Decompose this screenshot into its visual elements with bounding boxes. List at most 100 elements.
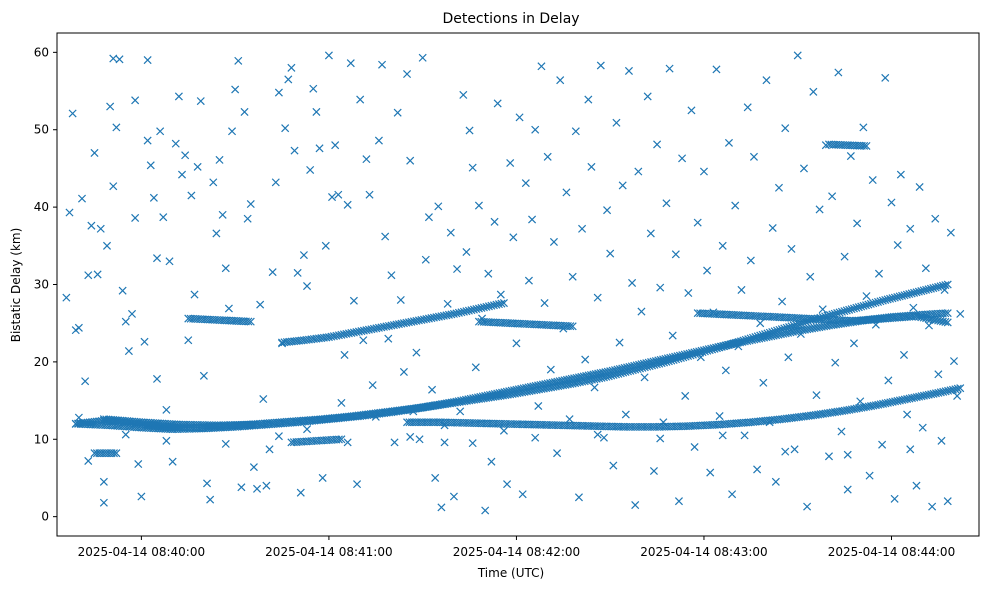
data-point — [457, 396, 466, 405]
data-point — [876, 297, 885, 306]
data-point — [399, 367, 408, 376]
data-point — [845, 305, 854, 314]
data-point — [566, 322, 575, 331]
data-point — [109, 449, 118, 458]
data-point — [187, 191, 196, 200]
data-point — [546, 365, 555, 374]
data-point — [483, 391, 492, 400]
data-point — [106, 102, 115, 111]
data-point — [506, 158, 515, 168]
data-point — [890, 293, 899, 302]
data-point — [860, 141, 869, 150]
data-point — [568, 322, 577, 331]
data-point — [649, 466, 658, 476]
data-point — [346, 59, 355, 68]
data-point — [936, 316, 945, 326]
data-point — [612, 118, 621, 127]
data-point — [365, 190, 374, 199]
data-point — [644, 358, 653, 367]
data-point — [924, 390, 933, 399]
data-point — [587, 162, 596, 171]
data-point — [711, 343, 721, 352]
data-point — [906, 224, 915, 233]
data-point — [343, 200, 352, 209]
data-point — [606, 249, 615, 258]
data-point — [934, 370, 943, 379]
data-point — [856, 397, 865, 406]
data-point — [874, 297, 883, 306]
data-point — [793, 51, 802, 60]
data-point — [809, 87, 818, 96]
data-point — [421, 255, 430, 264]
data-point — [209, 178, 218, 187]
data-point — [99, 477, 108, 486]
data-point — [834, 68, 843, 77]
data-point — [502, 387, 511, 396]
data-point — [74, 323, 83, 332]
data-point — [675, 351, 684, 360]
data-point — [921, 264, 930, 273]
data-point — [143, 56, 152, 65]
data-point — [471, 393, 480, 402]
data-point — [496, 290, 505, 299]
data-point — [734, 342, 743, 351]
data-point — [905, 289, 914, 299]
data-point — [628, 278, 637, 287]
data-point — [899, 350, 909, 359]
data-point — [249, 463, 258, 472]
data-point — [883, 295, 892, 304]
data-point — [931, 214, 940, 223]
data-point — [528, 215, 537, 224]
data-point — [567, 374, 576, 383]
data-point — [931, 389, 940, 398]
y-tick-label: 20 — [34, 355, 49, 369]
data-point — [803, 502, 812, 511]
data-point — [661, 354, 670, 363]
data-point — [634, 167, 643, 176]
data-point — [868, 176, 877, 185]
data-point — [893, 396, 902, 405]
data-point — [781, 124, 790, 133]
data-point — [796, 330, 805, 339]
data-point — [541, 380, 550, 389]
data-point — [497, 299, 506, 308]
data-point — [585, 376, 594, 385]
data-point — [431, 473, 440, 482]
data-point — [500, 388, 509, 397]
data-point — [586, 370, 595, 380]
data-point — [917, 287, 926, 296]
data-point — [944, 386, 953, 395]
data-point — [575, 378, 584, 387]
data-point — [849, 339, 859, 348]
data-point — [337, 398, 346, 407]
data-point — [922, 391, 931, 400]
data-point — [262, 481, 271, 490]
data-point — [859, 301, 868, 310]
data-point — [635, 360, 644, 369]
data-point — [696, 353, 705, 362]
data-point — [915, 392, 924, 401]
data-point — [131, 96, 140, 105]
data-point — [716, 342, 725, 351]
data-point — [378, 60, 387, 69]
data-point — [102, 241, 112, 250]
data-point — [507, 386, 516, 395]
data-point — [77, 194, 87, 203]
data-point — [109, 182, 118, 191]
data-point — [912, 481, 921, 490]
data-point — [893, 241, 902, 250]
data-point — [534, 381, 543, 390]
x-tick-label: 2025-04-14 08:42:00 — [453, 545, 580, 559]
data-point — [623, 363, 632, 372]
data-point — [756, 319, 765, 328]
data-point — [883, 398, 892, 407]
data-point — [244, 317, 253, 326]
data-point — [459, 307, 468, 316]
data-point — [68, 109, 77, 118]
data-point — [678, 351, 687, 360]
data-point — [464, 306, 473, 315]
data-point — [512, 385, 521, 394]
data-point — [891, 397, 900, 406]
data-point — [936, 388, 945, 397]
data-point — [752, 335, 761, 344]
